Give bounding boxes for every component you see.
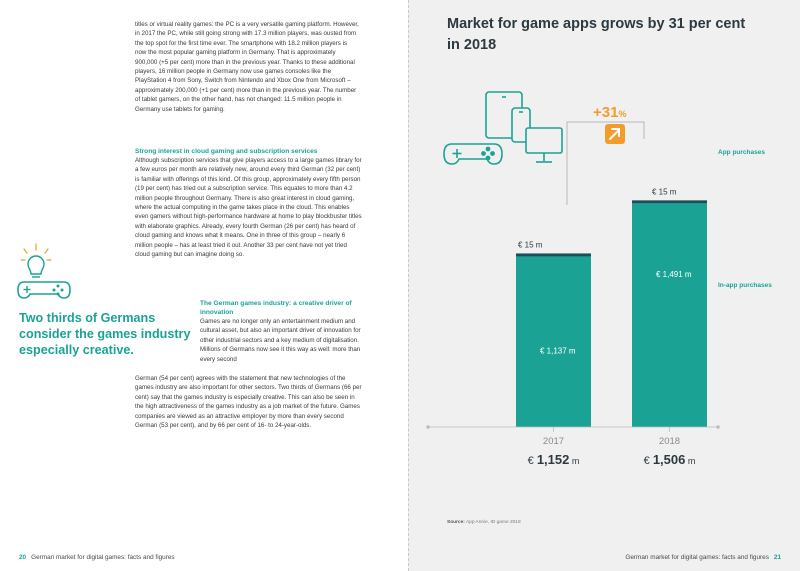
legend-in-app-purchases: In-app purchases [718, 282, 772, 289]
gamepad-icon [443, 143, 503, 165]
monitor-icon [525, 127, 563, 163]
body-paragraph-2: Although subscription services that give… [135, 157, 362, 259]
total-unit-2017: m [569, 456, 579, 466]
growth-label-value: +31 [593, 104, 618, 121]
bar-app-2018 [632, 200, 707, 204]
subheading-games-industry: The German games industry: a creative dr… [200, 300, 352, 316]
value-label-in-app-2018: € 1,491 m [656, 270, 692, 279]
baseline-end-right [716, 425, 720, 429]
total-prefix-2018: € [644, 455, 653, 467]
footer-left-text: German market for digital games: facts a… [31, 554, 175, 561]
value-label-app-2018: € 15 m [652, 187, 677, 196]
bar-in-app-2017 [516, 256, 591, 427]
page-number-right: 21 [773, 554, 781, 561]
right-page [408, 0, 800, 571]
bar-in-app-2018 [632, 203, 707, 427]
value-label-in-app-2017: € 1,137 m [540, 347, 576, 356]
source-label: Source: [447, 520, 465, 525]
total-value-2017: 1,152 [537, 452, 570, 467]
value-label-app-2017: € 15 m [518, 240, 543, 249]
chart-source: Source: App Annie, ID game 2018 [447, 520, 521, 525]
bar-app-2017 [516, 253, 591, 257]
footer-left: 20 German market for digital games: facts… [19, 554, 175, 561]
growth-label-unit: % [618, 109, 626, 119]
subheading-cloud-gaming: Strong interest in cloud gaming and subs… [135, 148, 318, 155]
legend-app-purchases: App purchases [718, 149, 765, 156]
pull-quote: Two thirds of Germans consider the games… [19, 311, 191, 357]
devices-illustration [443, 91, 563, 165]
footer-right: German market for digital games: facts a… [625, 554, 781, 561]
bars-group: € 1,137 m € 15 m 2017 € 1,152 m € 1,491 m € 1… [516, 187, 707, 467]
left-page [0, 0, 408, 571]
x-tick-label-2017: 2017 [543, 436, 564, 447]
total-label-2018: € 1,506 m [644, 452, 696, 467]
source-text: App Annie, ID game 2018 [465, 520, 521, 525]
total-unit-2018: m [685, 456, 695, 466]
total-value-2018: 1,506 [653, 452, 686, 467]
chart-title: Market for game apps grows by 31 per cen… [447, 16, 746, 53]
page-number-left: 20 [19, 554, 27, 561]
baseline-end-left [426, 425, 430, 429]
lightbulb-gamepad-icon [17, 243, 71, 299]
total-prefix-2017: € [528, 455, 537, 467]
growth-label: +31% [593, 104, 626, 121]
x-tick-label-2018: 2018 [659, 436, 680, 447]
footer-right-text: German market for digital games: facts a… [625, 554, 769, 561]
body-paragraph-3: Games are no longer only an entertainmen… [200, 318, 361, 363]
growth-bracket [566, 121, 645, 205]
bar-chart: +31% € 1,137 m € 15 m 2017 € 1,152 m € 1,491… [426, 91, 772, 467]
body-paragraph-4: German (54 per cent) agrees with the sta… [135, 375, 362, 430]
total-label-2017: € 1,152 m [528, 452, 580, 467]
body-paragraph-1: titles or virtual reality games: the PC … [135, 21, 359, 113]
